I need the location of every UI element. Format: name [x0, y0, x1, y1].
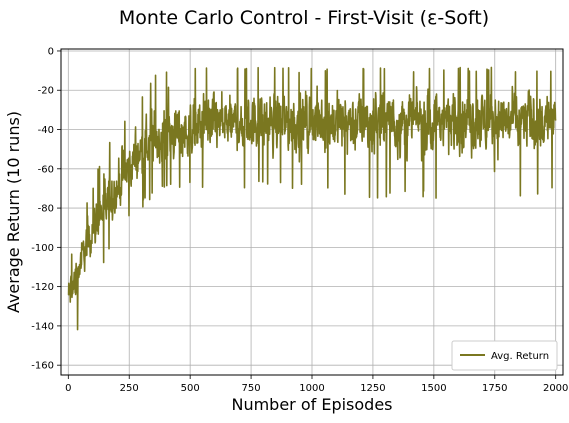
legend-label: Avg. Return [491, 351, 549, 362]
y-tick-label: -100 [31, 243, 54, 254]
y-axis-label: Average Return (10 runs) [4, 111, 23, 313]
y-tick-label: -140 [31, 321, 54, 332]
chart-title: Monte Carlo Control - First-Visit (ε-Sof… [119, 7, 489, 29]
x-tick-label: 500 [181, 383, 200, 394]
y-tick-label: -20 [38, 86, 54, 97]
x-tick-label: 1500 [421, 383, 446, 394]
y-tick-label: -160 [31, 361, 54, 372]
y-tick-label: -60 [38, 164, 54, 175]
y-tick-label: 0 [48, 46, 54, 57]
legend: Avg. Return [452, 341, 557, 370]
x-tick-label: 2000 [543, 383, 568, 394]
y-tick-label: -80 [38, 204, 54, 215]
x-tick-label: 1000 [299, 383, 324, 394]
x-tick-label: 0 [65, 383, 71, 394]
x-tick-label: 750 [242, 383, 261, 394]
y-tick-label: -40 [38, 125, 54, 136]
y-tick-label: -120 [31, 282, 54, 293]
x-tick-label: 1250 [360, 383, 385, 394]
x-axis-label: Number of Episodes [231, 395, 392, 414]
x-tick-label: 250 [120, 383, 139, 394]
x-tick-label: 1750 [482, 383, 507, 394]
